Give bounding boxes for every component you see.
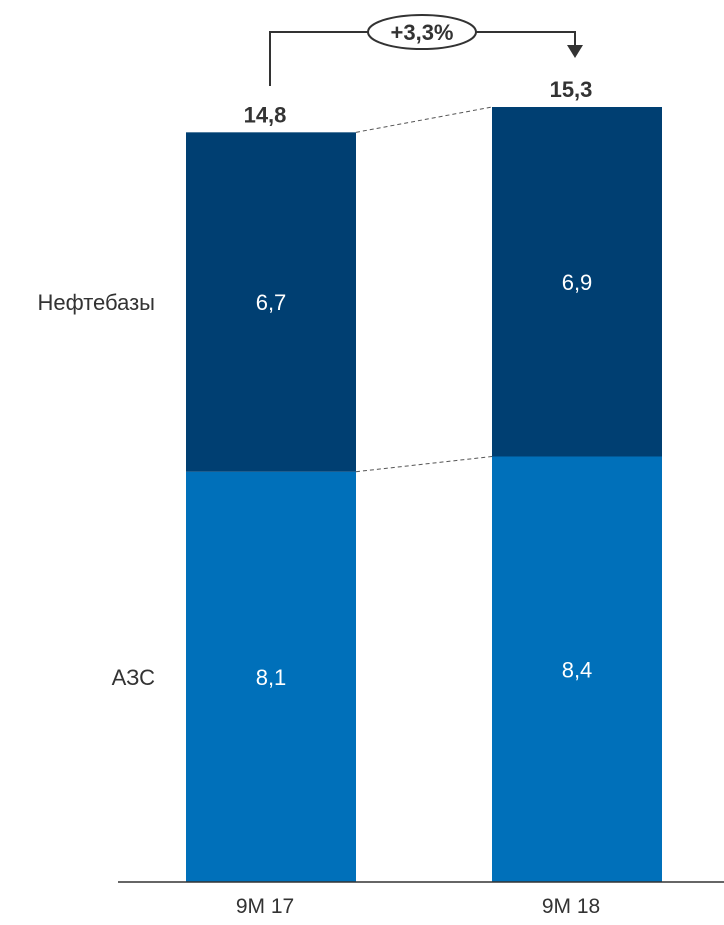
- growth-bubble: [367, 14, 477, 50]
- growth-arrow-icon: [567, 45, 583, 58]
- value-label: 8,4: [562, 657, 593, 682]
- category-label: 9M 17: [236, 895, 294, 918]
- growth-label: +3,3%: [391, 20, 454, 45]
- segment-connector-line: [355, 456, 493, 473]
- series-label: АЗС: [112, 665, 155, 690]
- value-label: 6,9: [562, 270, 593, 295]
- value-label: 6,7: [256, 290, 287, 315]
- value-label: 8,1: [256, 665, 287, 690]
- category-label: 9M 18: [542, 895, 600, 918]
- total-label: 15,3: [550, 77, 593, 102]
- total-connector-line: [355, 106, 493, 133]
- total-label: 14,8: [244, 102, 287, 127]
- bar-azs-1: [492, 456, 662, 882]
- series-label: Нефтебазы: [37, 290, 155, 315]
- bar-azs-0: [186, 471, 356, 882]
- bar-neftebazy-1: [492, 107, 662, 457]
- bar-neftebazy-0: [186, 132, 356, 472]
